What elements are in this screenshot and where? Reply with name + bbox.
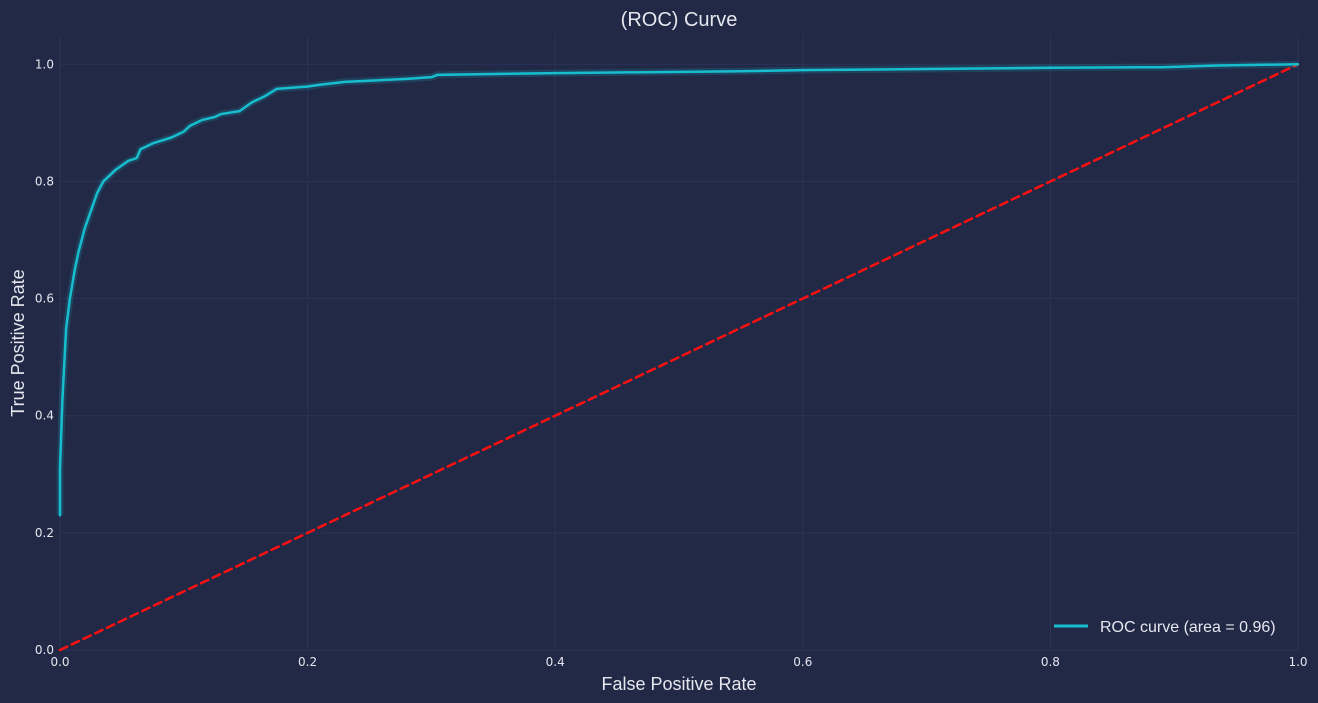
y-tick-label: 0.0 bbox=[35, 643, 54, 657]
random-classifier-line bbox=[58, 63, 1300, 652]
x-tick-label: 0.0 bbox=[50, 655, 69, 669]
grid bbox=[59, 35, 1299, 651]
legend-label-roc-curve: ROC curve (area = 0.96) bbox=[1100, 619, 1276, 636]
y-tick-label: 0.8 bbox=[35, 174, 54, 188]
chart-title: (ROC) Curve bbox=[621, 9, 738, 31]
x-tick-label: 0.8 bbox=[1041, 655, 1060, 669]
y-tick-label: 0.6 bbox=[35, 292, 54, 306]
y-tick-label: 1.0 bbox=[35, 57, 54, 71]
x-tick-label: 0.6 bbox=[793, 655, 812, 669]
y-tick-label: 0.2 bbox=[35, 526, 54, 540]
x-axis-label: False Positive Rate bbox=[601, 674, 756, 694]
roc-curve-line bbox=[58, 63, 1300, 517]
y-axis-label: True Positive Rate bbox=[8, 269, 28, 416]
x-tick-label: 0.2 bbox=[298, 655, 317, 669]
y-tick-label: 0.4 bbox=[35, 409, 54, 423]
roc-curve-glow bbox=[56, 60, 1299, 516]
series-layer bbox=[56, 60, 1300, 652]
x-tick-label: 1.0 bbox=[1288, 655, 1307, 669]
ticks: 0.0 0.2 0.4 0.6 0.8 1.0 0.0 0.2 0.4 0.6 0.8 1.0 bbox=[35, 57, 1308, 669]
x-tick-label: 0.4 bbox=[546, 655, 565, 669]
legend: ROC curve (area = 0.96) bbox=[1054, 619, 1276, 636]
